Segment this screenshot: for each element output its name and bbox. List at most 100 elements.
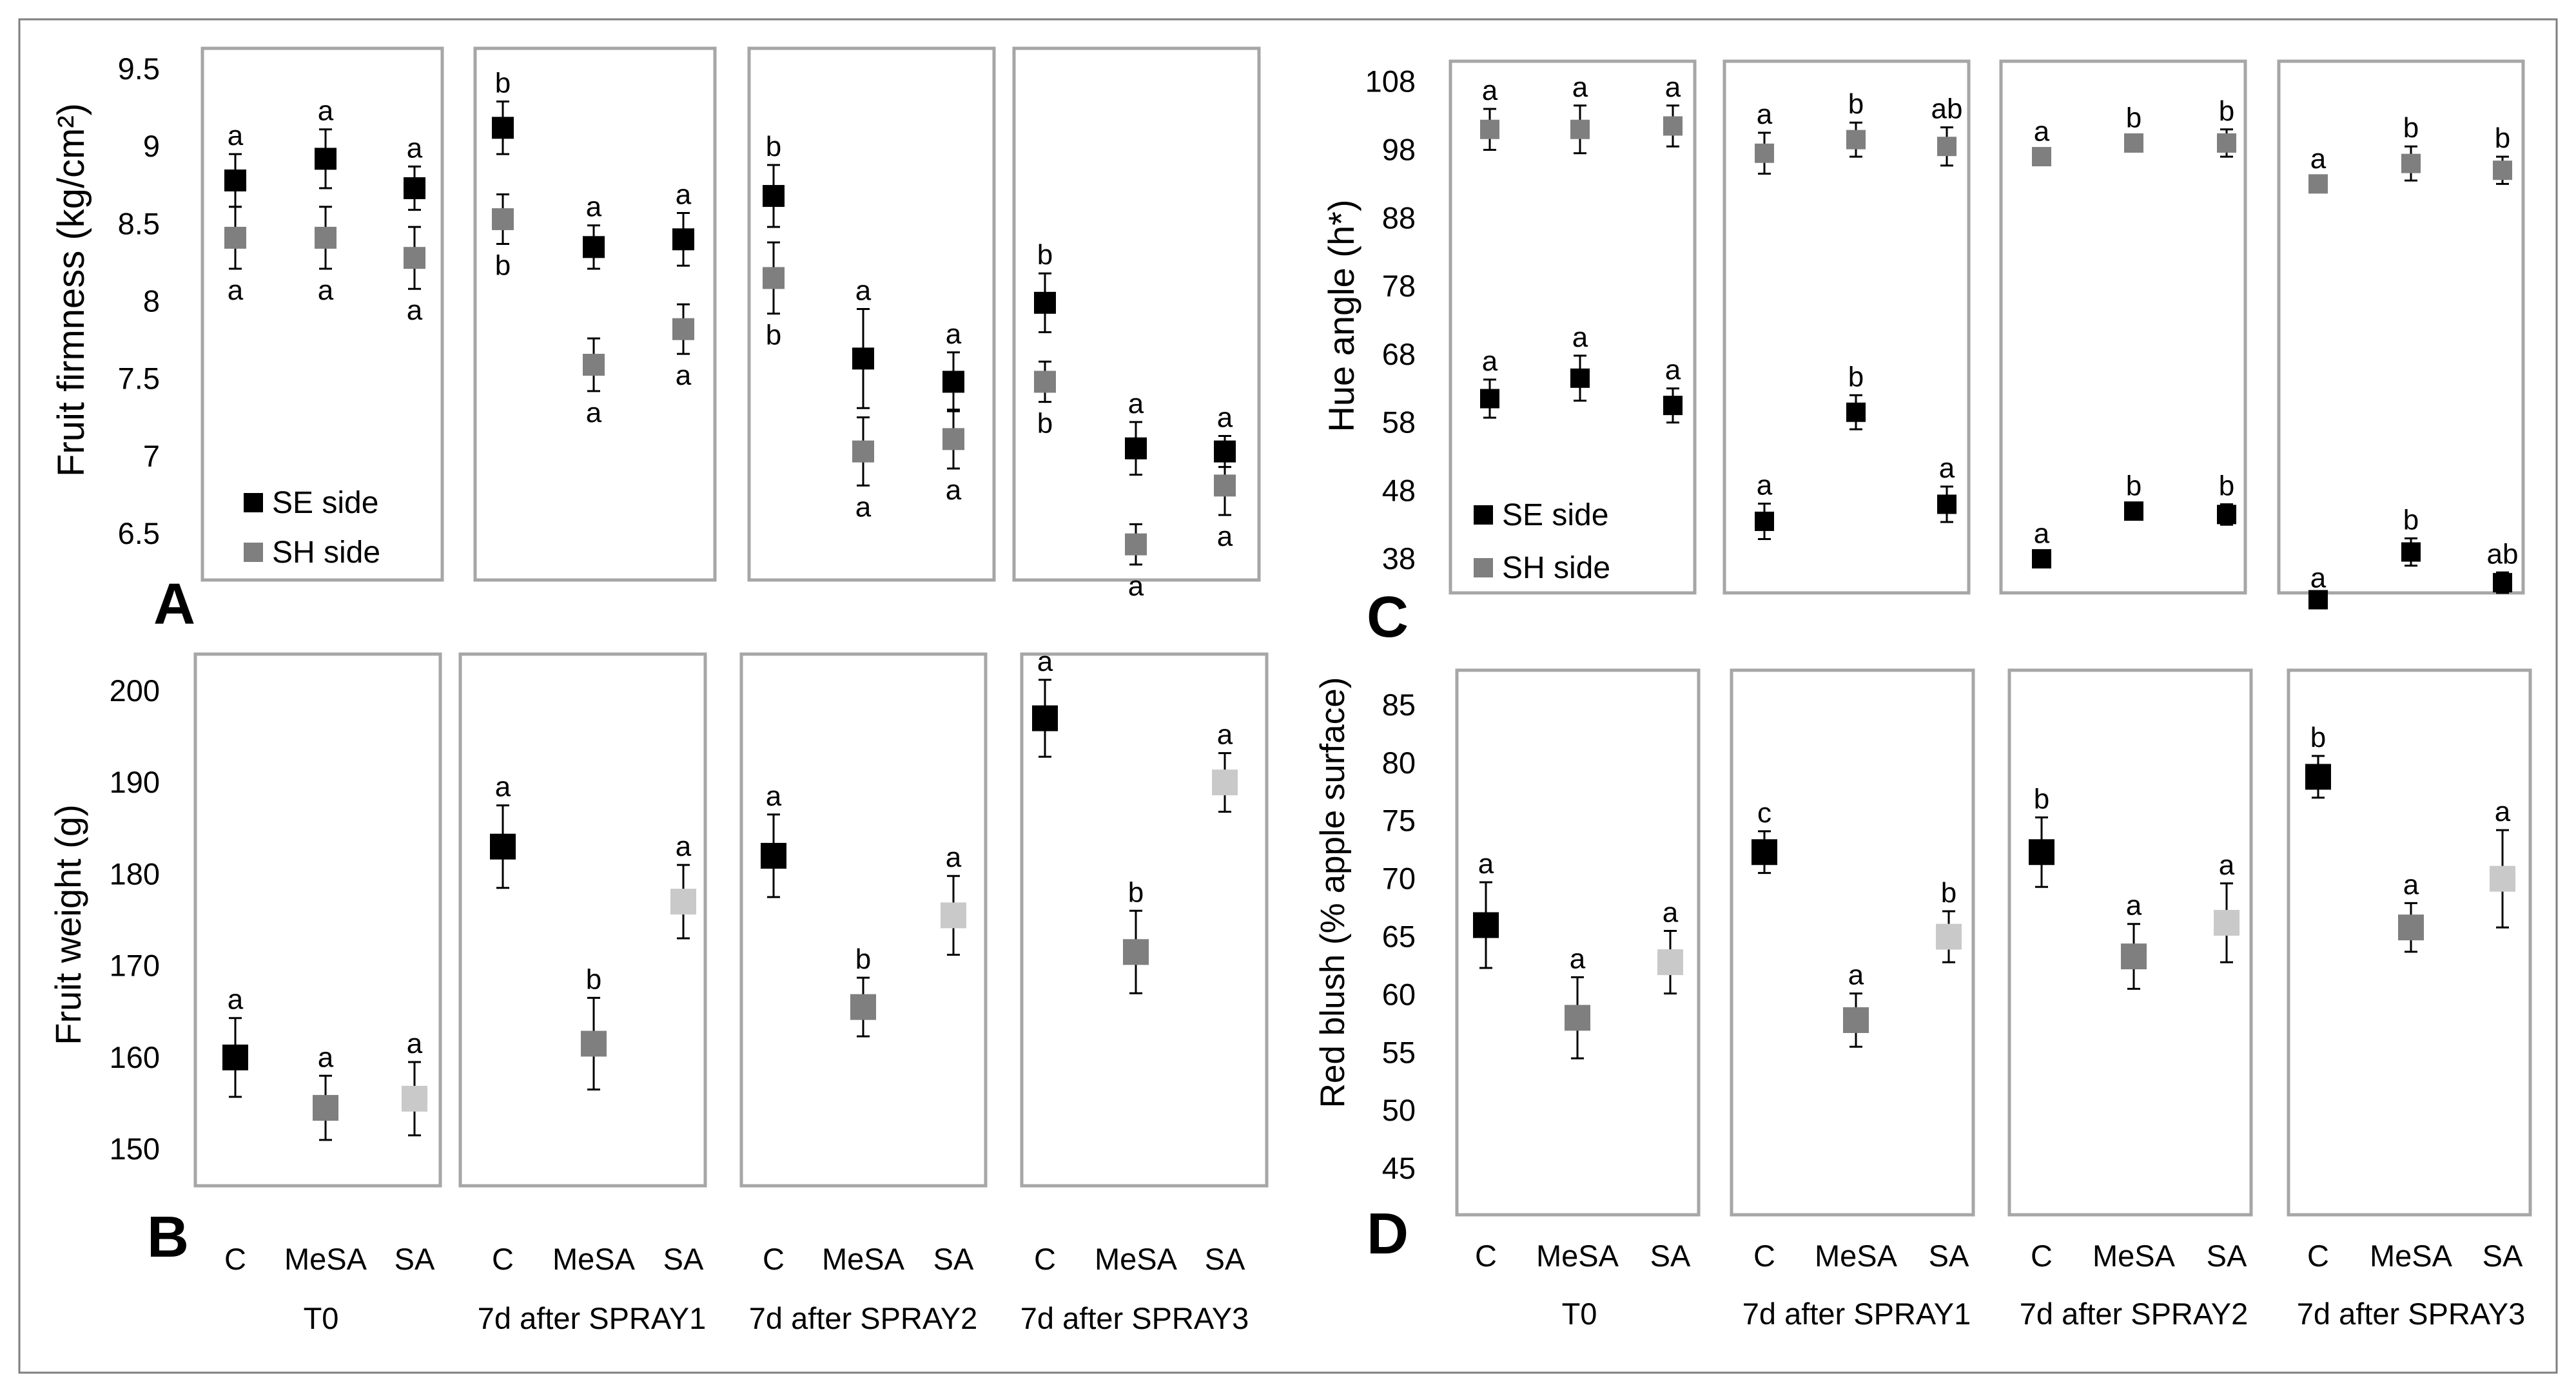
period-frame-4 [1020, 652, 1269, 1188]
period-frame-3 [1999, 59, 2247, 595]
data-point [852, 440, 874, 463]
data-point [583, 236, 605, 258]
y-tick-label: 170 [110, 949, 160, 983]
x-tick-label: SA [2483, 1239, 2523, 1273]
period-frame-1 [1455, 668, 1701, 1217]
significance-letter: ab [1931, 93, 1963, 125]
significance-letter: a [1572, 322, 1588, 353]
data-point [1846, 402, 1866, 422]
legend-label-sh: SH side [1502, 551, 1610, 585]
significance-letter: a [2310, 562, 2327, 594]
y-tick-label: 58 [1382, 405, 1416, 440]
significance-letter: a [1665, 354, 1681, 386]
data-point [583, 353, 605, 376]
data-point [2401, 153, 2421, 173]
significance-letter: a [2034, 518, 2050, 550]
significance-letter: a [2034, 116, 2050, 148]
data-point [1657, 949, 1683, 976]
data-point [2124, 501, 2143, 521]
significance-letter: a [1482, 345, 1498, 377]
significance-letter: a [766, 780, 782, 812]
data-point [404, 247, 425, 269]
ylabel-b: Fruit weight (g) [48, 804, 88, 1045]
data-point [670, 889, 696, 915]
x-tick-label: C [224, 1242, 246, 1276]
significance-letter: a [318, 275, 334, 306]
significance-letter: b [2219, 95, 2234, 127]
significance-letter: a [1128, 388, 1144, 420]
y-tick-label: 180 [110, 856, 160, 891]
significance-letter: a [855, 491, 872, 523]
x-axis-labels-left: C MeSA SA C MeSA SA C MeSA SA C MeSA SA … [224, 1242, 1249, 1335]
y-tick-label: 55 [1382, 1035, 1416, 1069]
x-tick-label: C [1475, 1239, 1497, 1273]
data-point [490, 833, 516, 860]
x-tick-label: SA [663, 1242, 704, 1276]
data-point [1755, 143, 1774, 163]
significance-letter: a [2403, 869, 2419, 900]
data-point [2490, 865, 2515, 892]
period-frame-4 [2287, 668, 2532, 1217]
legend-label-sh: SH side [272, 536, 380, 570]
x-tick-label: C [2307, 1239, 2329, 1273]
data-point [222, 1044, 248, 1070]
significance-letter: a [1757, 99, 1773, 130]
data-point [763, 267, 785, 289]
significance-letter: b [2310, 722, 2326, 753]
data-point [672, 228, 694, 251]
data-point [1212, 769, 1238, 796]
significance-letter: a [676, 831, 692, 862]
period-label: T0 [1562, 1297, 1597, 1331]
data-point [2401, 542, 2421, 562]
period-frame-2 [458, 652, 707, 1188]
period-frame-1 [1449, 59, 1697, 595]
legend-label-se: SE side [1502, 498, 1608, 532]
data-point [2305, 764, 2331, 790]
panel-b: Fruit weight (g) B 200 190 180 170 160 1… [48, 673, 189, 1270]
data-point [315, 226, 337, 249]
data-point [1663, 396, 1683, 416]
significance-letter: a [946, 842, 962, 873]
x-tick-label: SA [1650, 1239, 1691, 1273]
significance-letter: a [1572, 72, 1588, 103]
data-point [942, 371, 964, 393]
significance-letter: b [2126, 470, 2142, 502]
x-tick-label: MeSA [284, 1242, 367, 1276]
data-point [1125, 533, 1147, 556]
data-point [1846, 130, 1866, 150]
data-point [672, 318, 694, 340]
x-tick-label: SA [933, 1242, 974, 1276]
ticks-d: 85 80 75 70 65 60 55 50 45 [1382, 688, 1416, 1185]
significance-letter: a [228, 120, 244, 151]
y-tick-label: 8.5 [118, 206, 160, 240]
x-tick-label: C [1753, 1239, 1775, 1273]
x-tick-label: SA [1205, 1242, 1245, 1276]
period-label: 7d after SPRAY2 [749, 1301, 977, 1335]
x-tick-label: SA [2207, 1239, 2247, 1273]
y-tick-label: 85 [1382, 688, 1416, 722]
panel-label-d: D [1367, 1202, 1409, 1266]
y-tick-label: 9 [143, 129, 160, 163]
data-point [2308, 590, 2328, 610]
significance-letter: a [946, 318, 962, 350]
y-tick-label: 9.5 [118, 52, 160, 86]
data-point [581, 1030, 607, 1057]
data-point [2121, 943, 2147, 970]
y-tick-label: 7 [143, 439, 160, 473]
significance-letter: a [1665, 72, 1681, 103]
significance-letter: a [2126, 890, 2142, 922]
significance-letter: a [1663, 897, 1679, 929]
significance-letter: b [2495, 122, 2510, 154]
significance-letter: b [1037, 239, 1053, 271]
x-tick-label: MeSA [1536, 1239, 1619, 1273]
significance-letter: a [407, 295, 423, 326]
period-label: 7d after SPRAY1 [1742, 1297, 1971, 1331]
significance-letter: a [228, 275, 244, 306]
data-point [1565, 1005, 1590, 1031]
data-point [942, 428, 964, 450]
period-label: T0 [304, 1301, 339, 1335]
significance-letter: a [586, 191, 602, 223]
panel-c: Hue angle (h*) C 108 98 88 78 68 58 48 3… [1321, 64, 1610, 650]
